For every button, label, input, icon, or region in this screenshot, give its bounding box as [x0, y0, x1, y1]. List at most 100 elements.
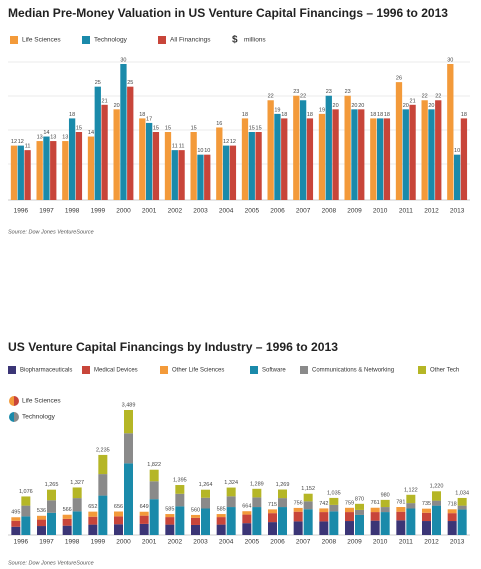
total-label: 1,324 [224, 480, 238, 486]
bar [113, 109, 120, 200]
x-tick-label: 1997 [39, 539, 54, 546]
bar-segment [88, 511, 98, 517]
bar [101, 104, 108, 200]
bar [197, 154, 204, 200]
bar-segment [329, 504, 339, 512]
bar [17, 145, 24, 200]
value-label: 10 [197, 148, 203, 154]
bar-segment [319, 508, 329, 513]
value-label: 18 [370, 112, 376, 118]
x-tick-label: 1997 [39, 208, 54, 215]
bar-segment [175, 485, 185, 494]
bar-segment [98, 454, 108, 475]
bar-segment [62, 514, 72, 519]
value-label: 18 [377, 112, 383, 118]
bar [75, 132, 83, 200]
bar [383, 118, 391, 200]
bar [402, 109, 409, 200]
value-label: 22 [435, 94, 441, 100]
bar [62, 141, 69, 200]
bar-segment [47, 489, 56, 501]
bar-segment [216, 524, 226, 535]
legend-swatch [10, 36, 18, 44]
bar-segment [242, 514, 252, 524]
bar-segment [201, 497, 210, 509]
bar-segment [165, 524, 175, 535]
bar [370, 118, 377, 200]
total-label: 1,035 [327, 490, 341, 496]
total-label: 761 [371, 500, 380, 506]
value-label: 12 [230, 139, 236, 145]
total-label: 781 [396, 499, 405, 505]
bar-segment [457, 509, 467, 535]
bar [178, 150, 185, 200]
total-label: 715 [268, 502, 277, 508]
legend-swatch [250, 366, 258, 374]
x-tick-label: 2007 [296, 208, 311, 215]
value-label: 13 [62, 135, 68, 141]
bar-segment [355, 503, 364, 510]
value-label: 15 [76, 125, 82, 131]
bar-segment [226, 496, 236, 508]
bar-segment [88, 524, 98, 535]
bar-segment [268, 509, 277, 514]
bar-segment [396, 520, 406, 535]
bar [171, 150, 178, 200]
bar-segment [11, 517, 21, 521]
total-label: 756 [294, 500, 303, 506]
bar-segment [293, 511, 303, 522]
x-tick-label: 1999 [91, 539, 106, 546]
unit-symbol: $ [232, 35, 238, 46]
legend-label: All Financings [170, 37, 211, 44]
bar [94, 86, 101, 200]
total-label: 742 [319, 501, 328, 507]
bar-segment [114, 511, 123, 517]
bar-segment [175, 506, 185, 535]
value-label: 13 [37, 135, 43, 141]
bar-segment [303, 493, 313, 502]
bar [222, 145, 230, 200]
bar-segment [355, 509, 364, 515]
x-tick-label: 2013 [450, 208, 465, 215]
bar [325, 95, 332, 200]
bar-segment [278, 498, 287, 508]
legend-swatch [160, 366, 168, 374]
x-tick-label: 2000 [116, 539, 131, 546]
stack-legend-icon [9, 396, 19, 422]
bar-segment [457, 505, 467, 510]
bar-segment [124, 433, 133, 464]
total-label: 649 [140, 504, 149, 510]
bar-segment [432, 491, 441, 501]
bar-segment [21, 505, 31, 517]
bar [299, 100, 307, 200]
bar-segment [252, 507, 262, 535]
total-label: 735 [422, 501, 431, 507]
bar-segment [98, 474, 108, 496]
chart-title: Median Pre-Money Valuation in US Venture… [8, 8, 448, 20]
bar-segment [319, 512, 329, 522]
bar-segment [21, 516, 31, 535]
bar-segment [149, 499, 159, 535]
source: Source: Dow Jones VentureSource [8, 560, 94, 566]
bar [216, 127, 223, 200]
total-label: 1,152 [301, 486, 315, 492]
bar-segment [355, 514, 364, 535]
value-label: 20 [428, 103, 434, 109]
x-tick-label: 2006 [270, 539, 285, 546]
value-label: 15 [191, 125, 197, 131]
x-tick-label: 2002 [168, 539, 183, 546]
bar-segment [396, 507, 406, 512]
bar [281, 118, 288, 200]
bar-segment [226, 487, 236, 497]
bar-segment [268, 513, 277, 523]
x-tick-label: 2005 [245, 208, 260, 215]
legend-label: Communications & Networking [312, 368, 394, 374]
x-tick-label: 2003 [193, 539, 208, 546]
value-label: 15 [153, 125, 159, 131]
value-label: 15 [249, 125, 255, 131]
bar-segment [124, 463, 133, 535]
value-label: 20 [358, 103, 364, 109]
bar-segment [149, 469, 159, 482]
legend-label: Medical Devices [94, 368, 138, 374]
bar-segment [88, 516, 98, 525]
